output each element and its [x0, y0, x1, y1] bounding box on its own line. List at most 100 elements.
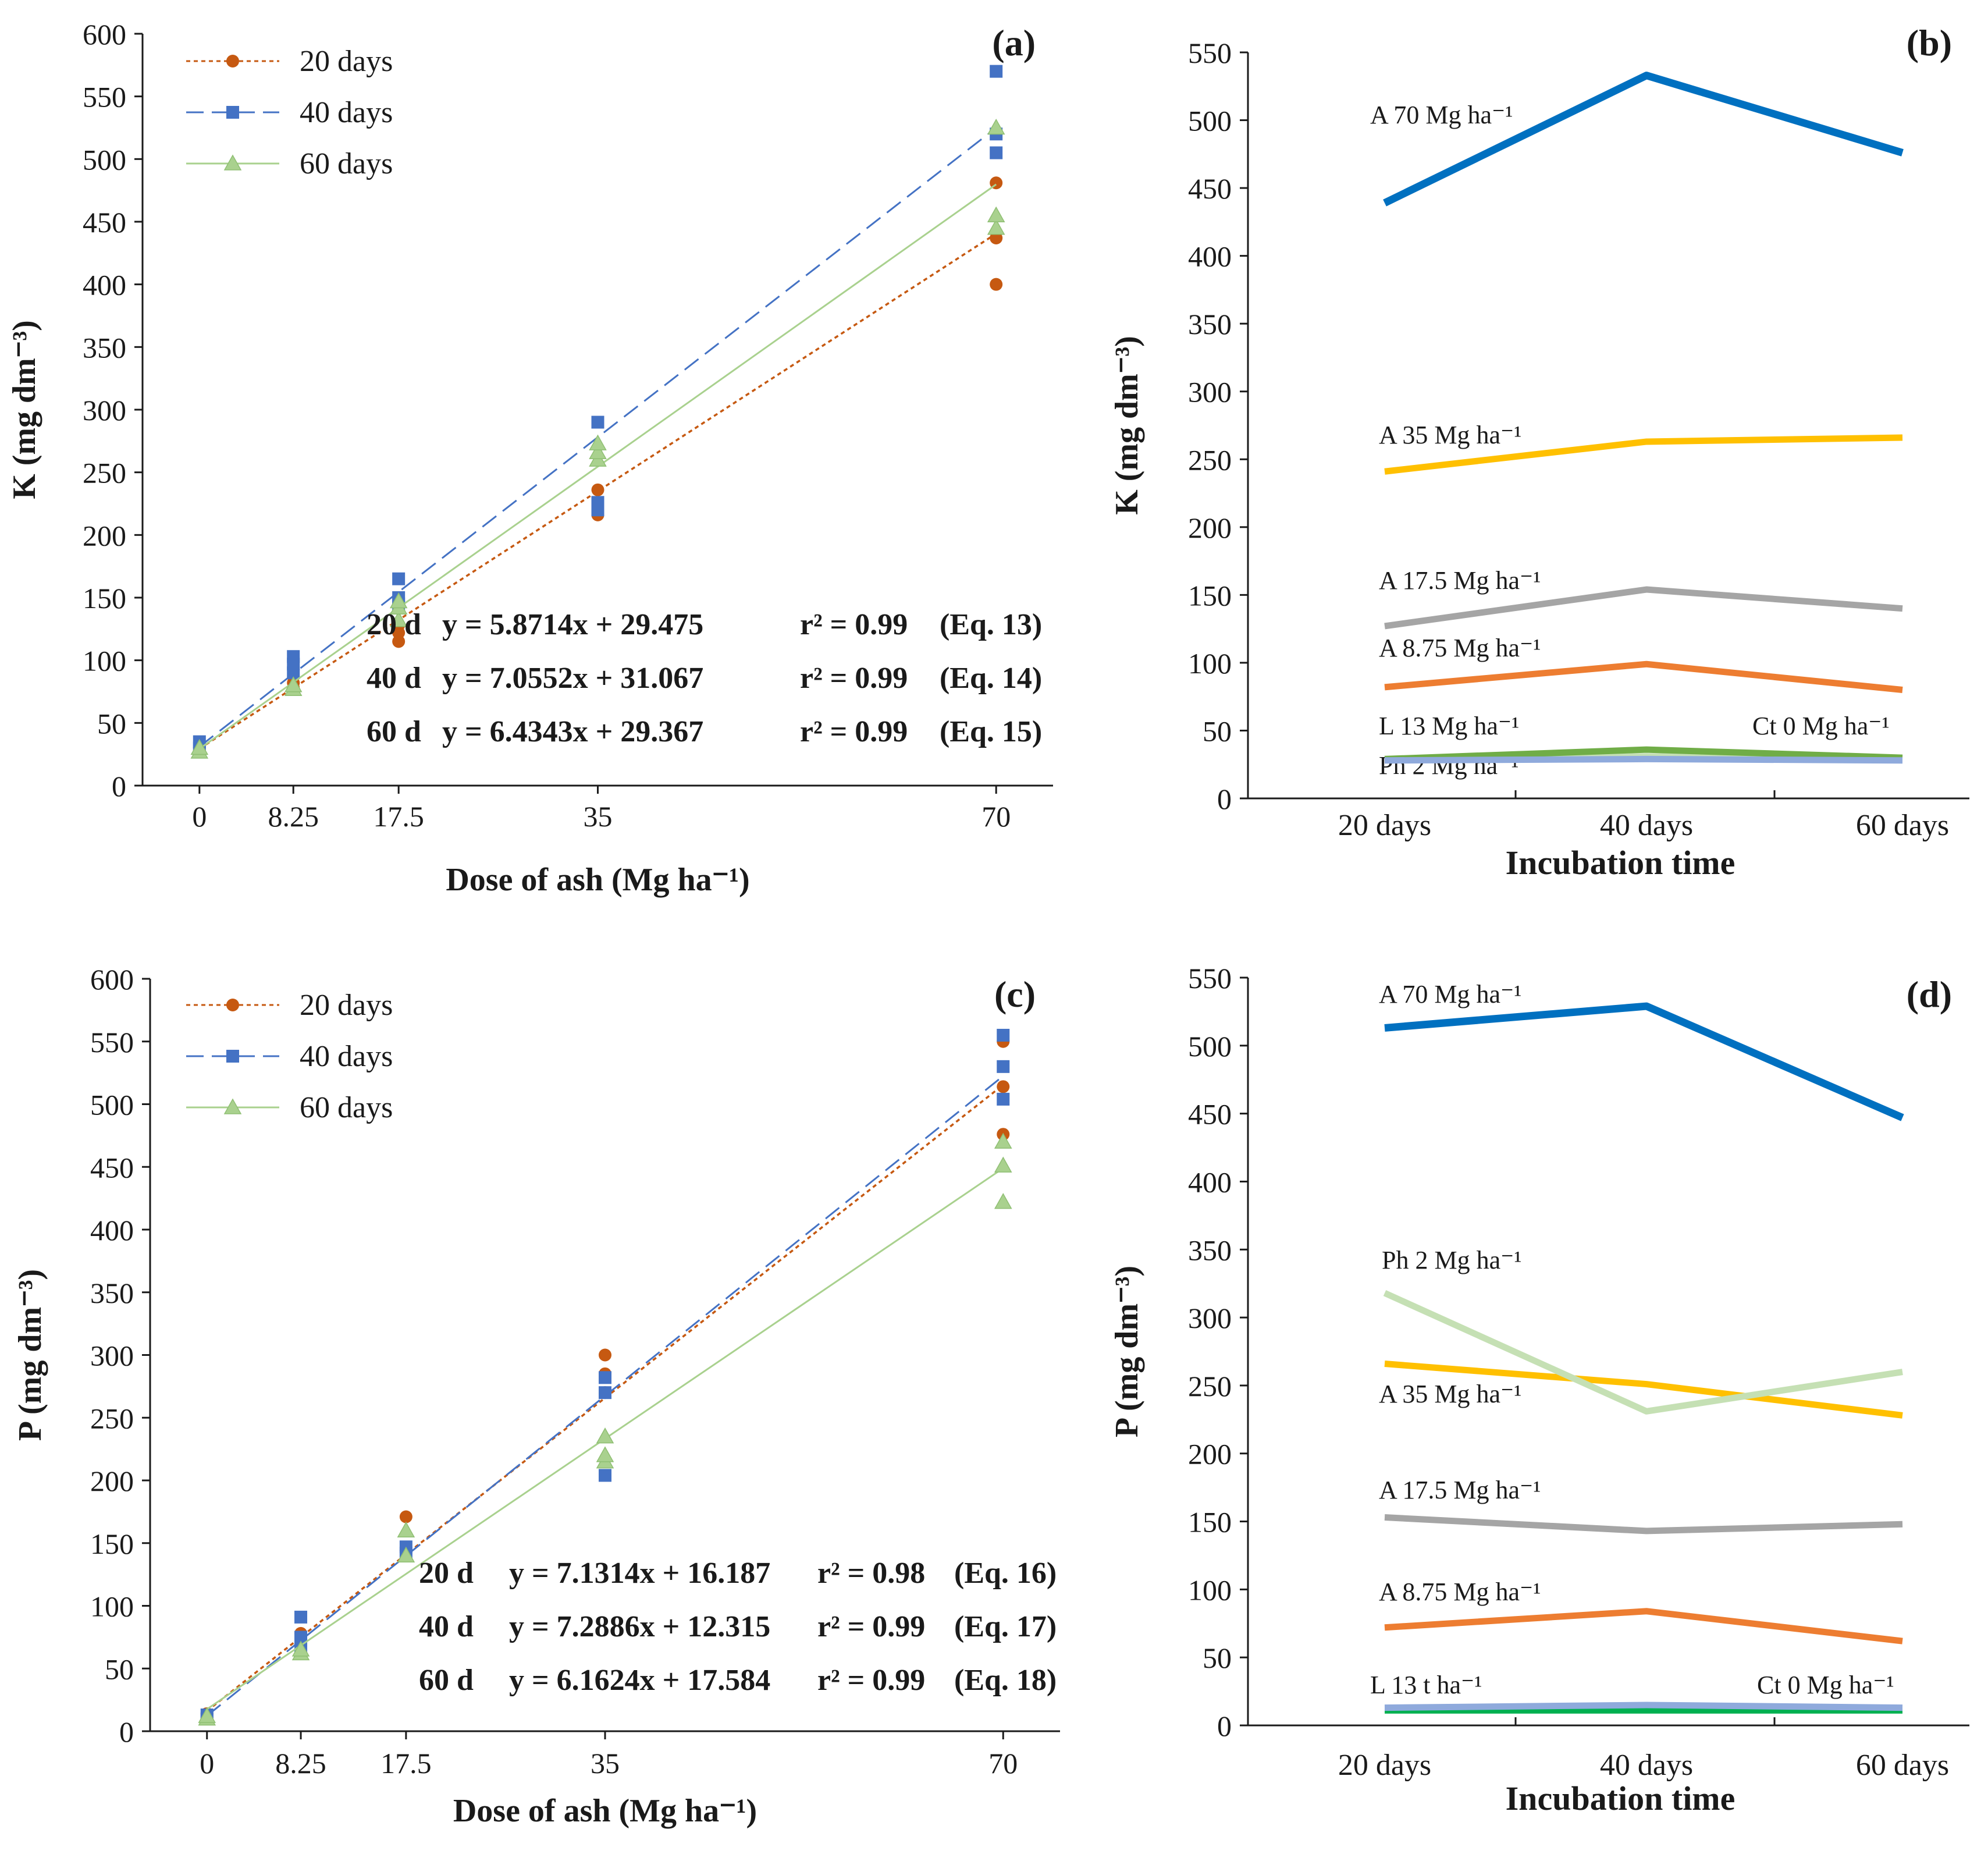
series-line [1384, 434, 1903, 475]
x-tick-label: 8.25 [268, 800, 319, 833]
trendline [206, 1084, 1004, 1712]
y-tick-label: 50 [105, 1653, 134, 1685]
data-point [397, 1521, 415, 1537]
equation-ref: (Eq. 15) [940, 715, 1042, 748]
y-tick-label: 450 [1188, 172, 1232, 205]
y-tick-label: 350 [90, 1277, 134, 1309]
series-label: A 17.5 Mg ha⁻¹ [1379, 566, 1541, 595]
data-point [997, 1060, 1010, 1073]
series-label: A 35 Mg ha⁻¹ [1379, 1380, 1521, 1408]
y-tick-label: 600 [90, 963, 134, 996]
data-point [599, 1348, 611, 1362]
equation-r2: r² = 0.98 [817, 1557, 925, 1590]
data-point [291, 1640, 310, 1657]
x-tick-label: 8.25 [275, 1747, 326, 1780]
y-axis-title: K (mg dm⁻³) [1109, 336, 1145, 515]
y-tick-label: 0 [1217, 1710, 1232, 1742]
legend-item: 60 days [186, 147, 393, 180]
panel-d: 0 50 100 150 200 250 300 350 400 450 500 550 20 days… [1109, 962, 1969, 1817]
series-label: Ct 0 Mg ha⁻¹ [1757, 1671, 1894, 1699]
series-label: L 13 Mg ha⁻¹ [1379, 712, 1519, 740]
legend-item: 40 days [186, 96, 393, 129]
data-point [997, 1092, 1010, 1106]
y-tick-label: 0 [119, 1716, 134, 1748]
data-point [287, 650, 300, 663]
data-point [589, 443, 607, 459]
y-tick-label: 300 [1188, 376, 1232, 409]
y-tick-label: 200 [83, 519, 126, 552]
y-tick-label: 300 [1188, 1302, 1232, 1334]
legend-label: 20 days [300, 989, 393, 1022]
data-point [198, 1707, 216, 1723]
x-tick-label: 60 days [1856, 1749, 1949, 1782]
x-tick-label: 35 [584, 800, 613, 833]
series-line [1384, 1002, 1904, 1121]
y-axis-title: P (mg dm⁻³) [1109, 1266, 1145, 1437]
legend-label: 60 days [300, 147, 393, 180]
data-point [294, 1631, 308, 1644]
x-tick-label: 40 days [1600, 1749, 1693, 1782]
data-point [591, 483, 604, 496]
legend-marker [226, 1050, 239, 1063]
y-tick-label: 500 [1188, 105, 1232, 137]
panel-label: (a) [992, 22, 1036, 63]
equation-label: 40 d [367, 662, 421, 695]
equation-eq: y = 6.1624x + 17.584 [509, 1664, 770, 1697]
y-tick-label: 150 [1188, 1506, 1232, 1539]
data-point [987, 206, 1005, 222]
panel-c: 0 50 100 150 200 250 300 350 400 450 500 550 600 0 8.2… [12, 963, 1060, 1829]
trendline [206, 1075, 1004, 1717]
series-label: Ct 0 Mg ha⁻¹ [1752, 712, 1890, 740]
y-tick-label: 0 [112, 770, 126, 802]
x-tick-label: 70 [981, 800, 1011, 833]
data-point [987, 118, 1005, 135]
data-point [591, 496, 604, 509]
data-point [389, 611, 408, 627]
series-line [1384, 1361, 1903, 1419]
y-tick-label: 550 [1188, 37, 1232, 69]
legend-item: 60 days [186, 1091, 393, 1124]
equation-row: 60 d y = 6.4343x + 29.367 r² = 0.99 (Eq. 15… [367, 715, 1042, 748]
equation-row: 20 d y = 5.8714x + 29.475 r² = 0.99 (Eq. 13… [367, 608, 1042, 641]
trendline [198, 233, 997, 750]
x-tick-label: 35 [591, 1747, 620, 1780]
x-axis-title: Incubation time [1506, 1780, 1736, 1817]
panel-label: (d) [1907, 974, 1952, 1015]
legend-label: 60 days [300, 1091, 393, 1124]
data-point [397, 1546, 415, 1563]
y-tick-label: 50 [97, 707, 126, 740]
equation-r2: r² = 0.99 [800, 608, 908, 641]
legend-label: 40 days [300, 1040, 393, 1073]
equation-eq: y = 7.0552x + 31.067 [442, 662, 703, 695]
legend-marker [226, 55, 239, 68]
y-tick-label: 50 [1203, 1642, 1232, 1674]
series-line [1384, 586, 1903, 630]
y-tick-label: 150 [90, 1528, 134, 1560]
y-tick-label: 550 [83, 81, 126, 113]
data-point [591, 415, 604, 429]
series-line [1384, 1608, 1903, 1645]
data-point [994, 1193, 1012, 1209]
data-point [392, 572, 406, 585]
y-tick-label: 200 [90, 1465, 134, 1497]
y-tick-label: 250 [90, 1402, 134, 1434]
x-tick-label: 0 [192, 800, 207, 833]
series-label: A 35 Mg ha⁻¹ [1379, 421, 1521, 449]
legend-label: 40 days [300, 96, 393, 129]
data-point [997, 1080, 1010, 1093]
x-axis-title: Dose of ash (Mg ha⁻¹) [446, 862, 749, 898]
data-point [589, 434, 607, 450]
x-tick-label: 17.5 [380, 1747, 432, 1780]
equation-ref: (Eq. 14) [940, 662, 1042, 695]
y-tick-label: 250 [1188, 443, 1232, 476]
x-tick-label: 40 days [1600, 809, 1693, 842]
data-point [294, 1610, 308, 1624]
y-tick-label: 400 [90, 1214, 134, 1246]
y-tick-label: 300 [83, 394, 126, 427]
y-tick-label: 400 [83, 269, 126, 301]
series-label: A 70 Mg ha⁻¹ [1370, 101, 1513, 129]
series-60-days [198, 1132, 1012, 1726]
data-point [399, 1510, 412, 1523]
equation-row: 40 d y = 7.2886x + 12.315 r² = 0.99 (Eq. 17… [419, 1610, 1057, 1643]
